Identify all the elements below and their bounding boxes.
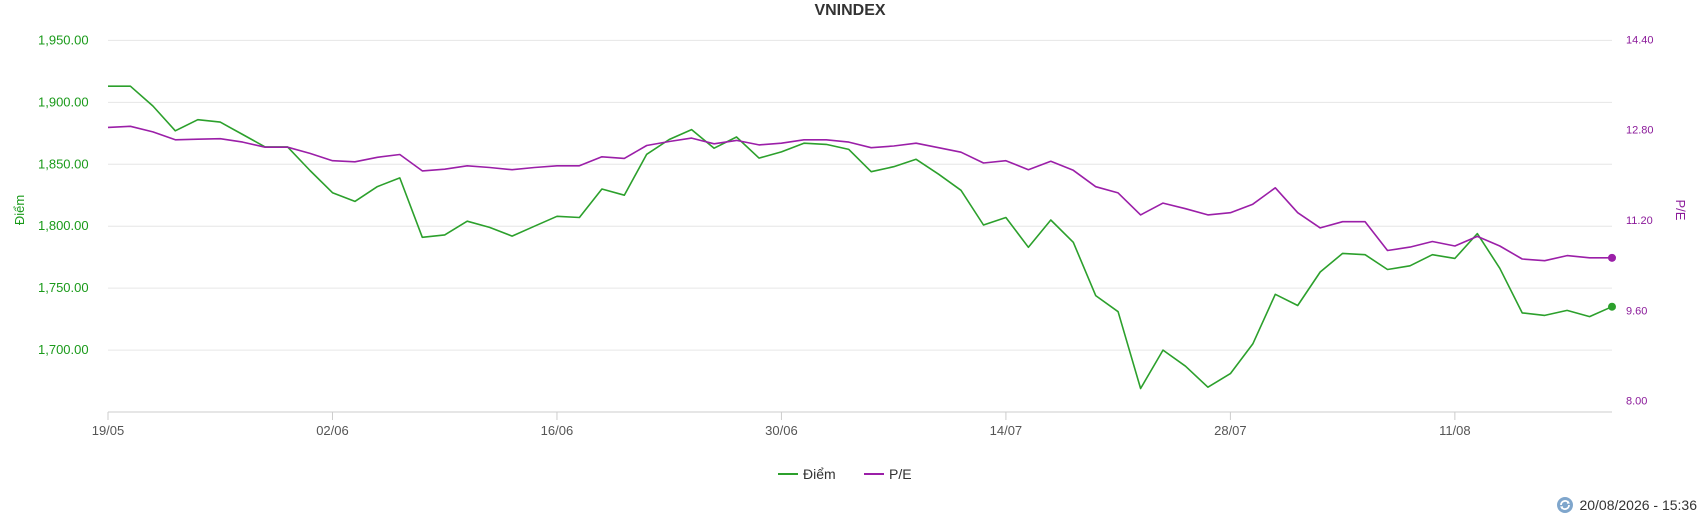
y-left-tick-label: 1,700.00 (38, 342, 89, 357)
timestamp-text: 20/08/2026 - 15:36 (1579, 497, 1697, 513)
series-lines (107, 85, 1616, 390)
last-updated: 20/08/2026 - 15:36 (1556, 496, 1697, 514)
legend-item-diem[interactable]: Điểm (778, 466, 836, 482)
chart-title: VNINDEX (814, 2, 885, 19)
y-axis-right: 14.40 12.80 11.20 9.60 8.00 (1626, 34, 1654, 407)
y-right-tick-label: 11.20 (1626, 215, 1653, 227)
last-point-diem[interactable] (1608, 302, 1616, 311)
y-left-tick-label: 1,850.00 (38, 156, 89, 171)
x-tick-label: 19/05 (92, 423, 125, 438)
y-right-tick-label: 14.40 (1626, 34, 1654, 46)
x-tick-label: 14/07 (990, 423, 1023, 438)
y-left-tick-label: 1,800.00 (38, 218, 89, 233)
y-left-tick-label: 1,900.00 (38, 94, 89, 109)
y-right-tick-label: 8.00 (1626, 396, 1647, 408)
x-tick-label: 30/06 (765, 423, 798, 438)
y-axis-right-label: P/E (1673, 200, 1688, 221)
y-right-tick-label: 9.60 (1626, 305, 1647, 317)
y-left-tick-label: 1,950.00 (38, 32, 89, 47)
legend-item-pe[interactable]: P/E (864, 466, 912, 482)
y-right-tick-label: 12.80 (1626, 125, 1654, 137)
legend-label-pe: P/E (889, 466, 912, 482)
series-line-diem (108, 85, 1613, 390)
legend: Điểm P/E (778, 466, 912, 482)
y-left-tick-label: 1,750.00 (38, 280, 89, 295)
grid-lines (108, 39, 1612, 351)
last-point-pe[interactable] (1608, 253, 1616, 262)
x-tick-label: 28/07 (1214, 423, 1247, 438)
x-tick-label: 11/08 (1439, 423, 1471, 438)
y-axis-left: 1,950.00 1,900.00 1,850.00 1,800.00 1,750.00… (38, 32, 89, 357)
series-line-pe (107, 125, 1612, 262)
y-axis-left-label: Điểm (12, 195, 27, 225)
refresh-icon[interactable] (1556, 496, 1574, 514)
legend-label-diem: Điểm (803, 466, 836, 482)
x-axis: 19/05 02/06 16/06 30/06 14/07 28/07 11/08 (92, 411, 1612, 438)
x-tick-label: 02/06 (316, 423, 349, 438)
x-tick-label: 16/06 (541, 423, 574, 438)
